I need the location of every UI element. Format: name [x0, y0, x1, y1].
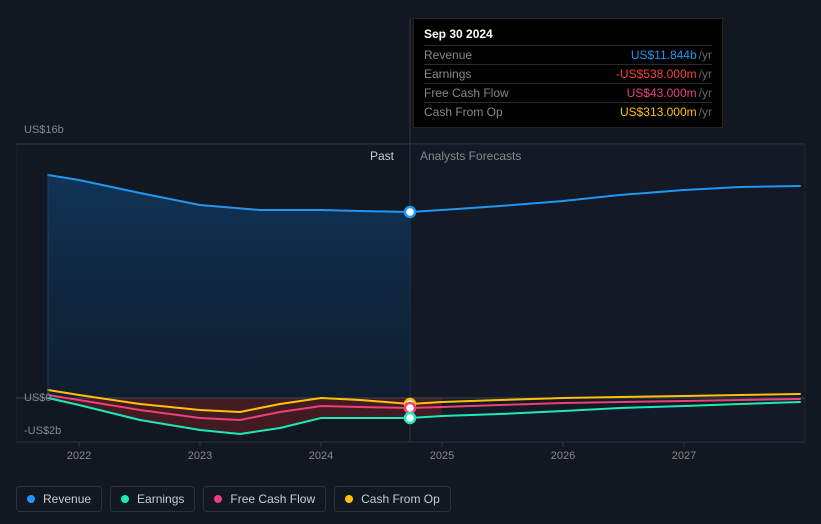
tooltip-per: /yr [699, 105, 712, 119]
legend-dot-icon [27, 495, 35, 503]
y-axis-label: US$16b [24, 124, 64, 136]
y-axis-label: -US$2b [24, 425, 61, 437]
legend-item-earnings[interactable]: Earnings [110, 486, 195, 512]
tooltip-row: Revenue US$11.844b/yr [424, 45, 712, 64]
legend-dot-icon [214, 495, 222, 503]
tooltip-row: Cash From Op US$313.000m/yr [424, 102, 712, 121]
tooltip-metric-value: US$43.000m [627, 86, 697, 100]
tooltip-metric-label: Earnings [424, 67, 471, 81]
legend-dot-icon [121, 495, 129, 503]
tooltip-row: Free Cash Flow US$43.000m/yr [424, 83, 712, 102]
legend-dot-icon [345, 495, 353, 503]
tooltip-metric-label: Free Cash Flow [424, 86, 509, 100]
tooltip-metric-value: US$313.000m [620, 105, 697, 119]
tooltip-metric-label: Revenue [424, 48, 472, 62]
legend-label: Cash From Op [361, 492, 440, 506]
tooltip-metric-value: -US$538.000m [616, 67, 697, 81]
tooltip-row: Earnings -US$538.000m/yr [424, 64, 712, 83]
hover-tooltip: Sep 30 2024 Revenue US$11.844b/yr Earnin… [413, 18, 723, 128]
tooltip-per: /yr [699, 86, 712, 100]
legend-item-revenue[interactable]: Revenue [16, 486, 102, 512]
forecast-chart: US$16b US$0 -US$2b Past Analysts Forecas… [16, 0, 805, 524]
x-axis-label: 2027 [672, 450, 696, 462]
tooltip-per: /yr [699, 48, 712, 62]
x-axis-label: 2026 [551, 450, 575, 462]
x-axis-label: 2024 [309, 450, 333, 462]
legend-label: Free Cash Flow [230, 492, 315, 506]
legend: Revenue Earnings Free Cash Flow Cash Fro… [16, 486, 451, 512]
x-axis-label: 2022 [67, 450, 91, 462]
legend-label: Revenue [43, 492, 91, 506]
tooltip-per: /yr [699, 67, 712, 81]
legend-label: Earnings [137, 492, 184, 506]
legend-item-fcf[interactable]: Free Cash Flow [203, 486, 326, 512]
tooltip-metric-label: Cash From Op [424, 105, 503, 119]
legend-item-cfo[interactable]: Cash From Op [334, 486, 451, 512]
tooltip-metric-value: US$11.844b [631, 48, 697, 62]
past-label: Past [370, 149, 394, 163]
tooltip-date: Sep 30 2024 [424, 25, 712, 45]
x-axis-label: 2025 [430, 450, 454, 462]
x-axis-label: 2023 [188, 450, 212, 462]
forecast-label: Analysts Forecasts [420, 149, 521, 163]
y-axis-label: US$0 [24, 392, 52, 404]
